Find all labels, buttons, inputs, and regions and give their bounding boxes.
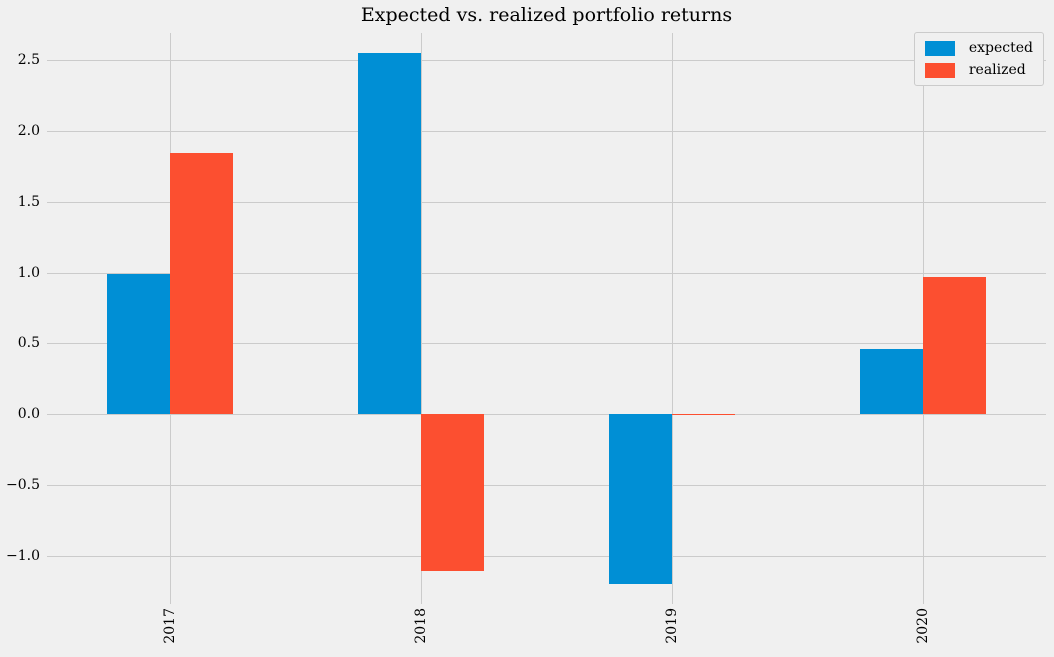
y-tick-label-1: 1.0 — [17, 264, 40, 281]
y-tick-label--1: −1.0 — [6, 547, 40, 564]
x-tick-label-2020: 2020 — [915, 608, 931, 644]
bar-expected-2020 — [860, 349, 924, 415]
gridline-x-2018 — [421, 33, 422, 604]
chart-title: Expected vs. realized portfolio returns — [360, 4, 733, 26]
y-tick-label-2.5: 2.5 — [17, 51, 40, 68]
plot-area — [47, 33, 1046, 604]
gridline-y-2 — [47, 130, 1046, 132]
gridline-y-0.5 — [47, 343, 1046, 345]
legend: expected realized — [913, 32, 1044, 86]
gridline-y-0 — [47, 414, 1046, 416]
legend-item-expected: expected — [924, 40, 1033, 56]
bar-expected-2017 — [107, 273, 170, 415]
gridline-y--1 — [47, 555, 1046, 557]
gridline-y--0.5 — [47, 485, 1046, 486]
gridline-y-2.5 — [47, 59, 1046, 61]
bar-realized-2018 — [421, 414, 484, 572]
legend-label-realized: realized — [968, 62, 1026, 78]
bar-realized-2019 — [672, 414, 735, 416]
legend-label-expected: expected — [968, 40, 1033, 56]
x-tick-label-2017: 2017 — [162, 608, 178, 644]
y-tick-label-0.5: 0.5 — [17, 335, 40, 352]
x-tick-label-2019: 2019 — [664, 608, 680, 644]
legend-item-realized: realized — [924, 62, 1033, 78]
gridline-y-1.5 — [47, 201, 1046, 203]
x-tick-label-2018: 2018 — [413, 608, 429, 644]
y-tick-label-1.5: 1.5 — [17, 193, 40, 210]
bar-realized-2017 — [170, 153, 233, 415]
y-tick-label--0.5: −0.5 — [6, 477, 40, 493]
gridline-x-2019 — [672, 33, 673, 604]
bar-realized-2020 — [923, 276, 986, 415]
bar-expected-2019 — [609, 414, 673, 585]
gridline-y-1 — [47, 272, 1046, 274]
y-tick-label-2: 2.0 — [17, 122, 40, 139]
bar-expected-2018 — [358, 52, 421, 415]
y-tick-label-0: 0.0 — [17, 406, 40, 423]
realized-color-swatch — [924, 62, 955, 78]
expected-color-swatch — [924, 40, 955, 56]
